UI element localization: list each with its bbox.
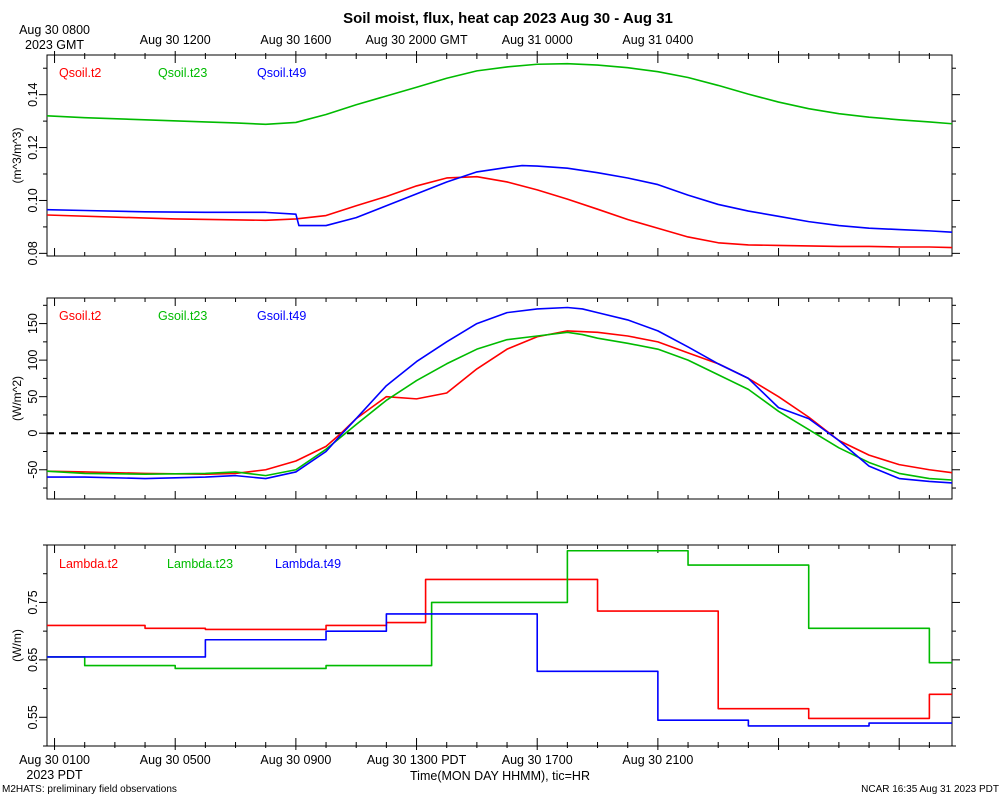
legend-Qsoil-t23: Qsoil.t23 xyxy=(158,66,207,80)
y-tick-label: 0.08 xyxy=(26,241,40,265)
top-tick-label-line2: 2023 GMT xyxy=(25,38,84,52)
top-tick-label: Aug 30 2000 GMT xyxy=(365,33,468,47)
bottom-tick-label: Aug 30 1300 PDT xyxy=(367,753,467,767)
series-line-Qsoil-t2 xyxy=(46,175,953,249)
panel-frame xyxy=(46,544,953,747)
series-line-Gsoil-t49 xyxy=(47,306,953,484)
y-axis-label: (W/m) xyxy=(10,629,24,662)
series-line-Gsoil-t23 xyxy=(46,331,953,481)
bottom-tick-label: Aug 30 2100 xyxy=(622,753,693,767)
panel-2: -50 0 50 100 150 (W/m^2) Gsoil.t2 Gsoil.t23 Gsoi… xyxy=(10,297,960,500)
y-tick-label: -50 xyxy=(26,461,40,479)
series-line-Lambda-t23 xyxy=(47,549,952,670)
y-tick-label: 0.10 xyxy=(26,188,40,212)
legend-Qsoil-t2: Qsoil.t2 xyxy=(59,66,101,80)
bottom-tick-label: Aug 30 1700 xyxy=(502,753,573,767)
series-line-Gsoil-t2 xyxy=(46,330,953,475)
y-tick-label: 100 xyxy=(26,350,40,371)
top-tick-label: Aug 30 0800 xyxy=(19,23,90,37)
series-line-Lambda-t49 xyxy=(47,613,952,727)
panel-1: 0.08 0.10 0.12 0.14 (m^3/m^3) Qsoil.t2 Qsoil.t… xyxy=(10,51,960,266)
top-tick-label: Aug 31 0000 xyxy=(502,33,573,47)
series-line-Qsoil-t23 xyxy=(46,62,953,126)
bottom-tick-label: Aug 30 0500 xyxy=(140,753,211,767)
y-tick-label: 0.55 xyxy=(26,705,40,729)
chart-title: Soil moist, flux, heat cap 2023 Aug 30 -… xyxy=(343,10,673,27)
legend-Lambda-t2: Lambda.t2 xyxy=(59,557,118,571)
y-tick-label: 150 xyxy=(26,313,40,334)
bottom-tick-label: Aug 30 0900 xyxy=(260,753,331,767)
y-tick-label: 0.12 xyxy=(26,135,40,159)
bottom-tick-label: Aug 30 0100 xyxy=(19,753,90,767)
top-tick-label: Aug 30 1200 xyxy=(140,33,211,47)
series-line-Qsoil-t49 xyxy=(46,164,953,233)
legend-Gsoil-t2: Gsoil.t2 xyxy=(59,309,101,323)
footer-left: M2HATS: preliminary field observations xyxy=(2,784,177,795)
y-tick-label: 0.65 xyxy=(26,648,40,672)
x-axis-label: Time(MON DAY HHMM), tic=HR xyxy=(410,769,590,783)
y-axis-label: (m^3/m^3) xyxy=(10,128,24,184)
panel-frame xyxy=(46,54,953,257)
legend-Gsoil-t49: Gsoil.t49 xyxy=(257,309,306,323)
legend-Qsoil-t49: Qsoil.t49 xyxy=(257,66,306,80)
legend-Gsoil-t23: Gsoil.t23 xyxy=(158,309,207,323)
top-tick-label: Aug 31 0400 xyxy=(622,33,693,47)
bottom-tick-label-line2: 2023 PDT xyxy=(26,768,83,782)
panel-3: 0.55 0.65 0.75 (W/m) Lambda.t2 Lambda.t23 Lamb… xyxy=(10,544,960,750)
y-tick-label: 0 xyxy=(26,430,40,437)
y-axis-label: (W/m^2) xyxy=(10,376,24,421)
y-tick-label: 0.14 xyxy=(26,82,40,106)
panel-frame xyxy=(46,297,953,500)
legend-Lambda-t23: Lambda.t23 xyxy=(167,557,233,571)
legend-Lambda-t49: Lambda.t49 xyxy=(275,557,341,571)
series-line-Lambda-t2 xyxy=(47,578,952,720)
y-tick-label: 50 xyxy=(26,390,40,404)
y-tick-label: 0.75 xyxy=(26,590,40,614)
footer-right: NCAR 16:35 Aug 31 2023 PDT xyxy=(861,784,999,795)
top-tick-label: Aug 30 1600 xyxy=(260,33,331,47)
